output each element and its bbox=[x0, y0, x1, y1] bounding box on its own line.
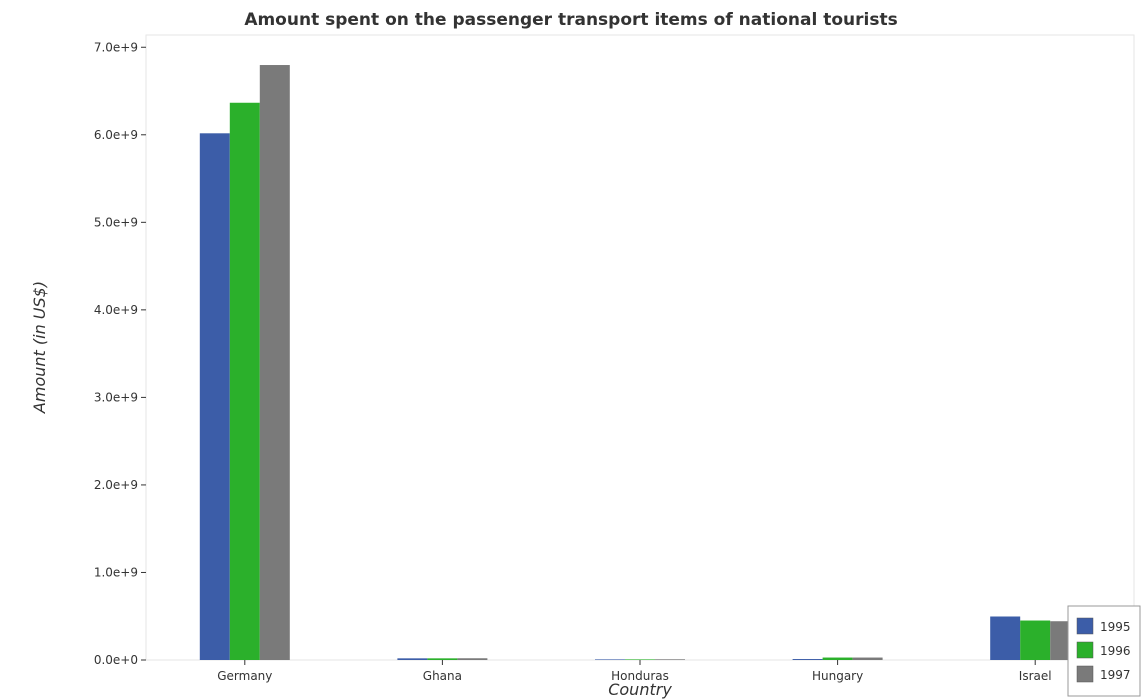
plot-area bbox=[145, 34, 1135, 661]
legend-swatch-1995 bbox=[1076, 617, 1094, 635]
y-tick-label: 4.0e+9 bbox=[94, 303, 138, 317]
y-tick-label: 5.0e+9 bbox=[94, 215, 138, 229]
x-tick-label: Hungary bbox=[812, 669, 863, 683]
legend-label-1996: 1996 bbox=[1100, 644, 1131, 658]
x-tick-label: Honduras bbox=[611, 669, 669, 683]
y-tick-label: 1.0e+9 bbox=[94, 565, 138, 579]
bars-layer bbox=[199, 65, 1081, 661]
y-tick-label: 6.0e+9 bbox=[94, 128, 138, 142]
x-axis: Germany Ghana Honduras Hungary Israel bbox=[217, 660, 1052, 683]
bar-ghana-1996 bbox=[427, 658, 458, 660]
y-tick-label: 7.0e+9 bbox=[94, 40, 138, 54]
x-tick-label: Israel bbox=[1019, 669, 1052, 683]
bar-hungary-1995 bbox=[792, 659, 823, 660]
y-tick-label: 3.0e+9 bbox=[94, 390, 138, 404]
bar-hungary-1996 bbox=[822, 657, 853, 660]
bar-germany-1997 bbox=[259, 65, 290, 660]
y-axis: 0.0e+0 1.0e+9 2.0e+9 3.0e+9 4.0e+9 5.0e+9 6.0e… bbox=[94, 40, 146, 667]
y-tick-label: 0.0e+0 bbox=[94, 653, 138, 667]
bar-honduras-1997 bbox=[655, 659, 685, 660]
x-tick-label: Germany bbox=[217, 669, 272, 683]
bar-hungary-1997 bbox=[852, 657, 883, 660]
chart-title: Amount spent on the passenger transport … bbox=[244, 10, 897, 30]
y-tick-label: 2.0e+9 bbox=[94, 478, 138, 492]
bar-honduras-1995 bbox=[595, 659, 625, 660]
x-axis-label: Country bbox=[608, 680, 672, 699]
x-tick-label: Ghana bbox=[423, 669, 462, 683]
bar-israel-1996 bbox=[1020, 620, 1051, 660]
bar-germany-1996 bbox=[229, 102, 260, 661]
bar-honduras-1996 bbox=[625, 659, 655, 660]
legend-swatch-1997 bbox=[1076, 665, 1094, 683]
legend: 1995 1996 1997 bbox=[1067, 605, 1141, 697]
bar-germany-1995 bbox=[199, 133, 230, 660]
bar-ghana-1995 bbox=[397, 658, 428, 660]
bar-israel-1995 bbox=[990, 616, 1021, 660]
legend-swatch-1996 bbox=[1076, 641, 1094, 659]
bar-ghana-1997 bbox=[457, 658, 488, 660]
y-axis-label: Amount (in US$) bbox=[30, 281, 49, 414]
legend-label-1997: 1997 bbox=[1100, 668, 1131, 682]
legend-label-1995: 1995 bbox=[1100, 620, 1131, 634]
